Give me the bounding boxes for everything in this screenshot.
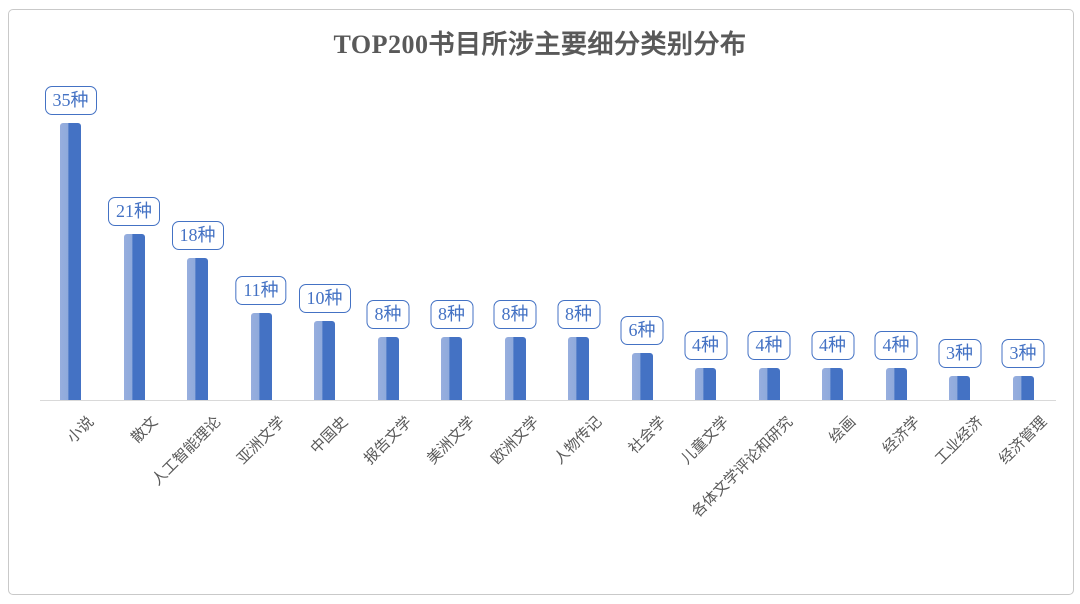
bar (123, 234, 145, 400)
x-axis-label: 工业经济 (933, 414, 987, 468)
bar-value-label: 4种 (811, 331, 854, 360)
bar (568, 337, 589, 400)
bar-value-label: 4种 (747, 331, 791, 360)
x-axis-label: 美洲文学 (425, 414, 479, 468)
x-axis-label: 亚洲文学 (234, 414, 289, 468)
bar (822, 368, 843, 400)
bar (314, 321, 335, 400)
bar-value-label: 8种 (430, 300, 473, 329)
x-axis-label: 绘画 (827, 414, 860, 447)
bar-value-label: 8种 (493, 300, 537, 329)
x-axis-label: 儿童文学 (679, 414, 733, 468)
bar-value-label: 8种 (366, 300, 410, 329)
x-axis-label: 小说 (65, 414, 98, 447)
bar-value-label: 3种 (1001, 339, 1045, 368)
bar (441, 337, 462, 400)
bar-value-label: 6种 (620, 316, 664, 345)
bar-value-label: 18种 (171, 221, 224, 250)
bar (60, 123, 81, 400)
bar-value-label: 4种 (684, 331, 727, 360)
bar (1012, 376, 1034, 400)
bar (504, 337, 526, 400)
bar-value-label: 3种 (938, 339, 981, 368)
x-axis-label: 中国史 (308, 414, 352, 458)
bar-value-label: 21种 (108, 197, 160, 226)
bar (949, 376, 970, 400)
bar-value-label: 35种 (44, 86, 97, 115)
bar-value-label: 10种 (298, 284, 351, 313)
x-axis-label: 社会学 (626, 414, 670, 458)
bar-value-label: 11种 (235, 276, 287, 305)
bar (377, 337, 399, 400)
chart-title: TOP200书目所涉主要细分类别分布 (333, 30, 747, 59)
x-axis-label: 经济管理 (996, 414, 1051, 468)
bar (885, 368, 907, 400)
x-axis-label: 经济学 (880, 414, 924, 458)
bar-value-label: 4种 (874, 331, 918, 360)
bar (250, 313, 272, 400)
bar (758, 368, 780, 400)
bar (631, 353, 653, 400)
bar-value-label: 8种 (557, 300, 600, 329)
x-axis-label: 人物传记 (552, 414, 606, 468)
bar (187, 258, 208, 400)
x-axis-label: 散文 (128, 414, 162, 447)
x-axis-label: 报告文学 (361, 414, 416, 468)
x-axis-line (40, 400, 1056, 401)
x-axis-label: 欧洲文学 (488, 414, 543, 468)
bar (695, 368, 716, 400)
